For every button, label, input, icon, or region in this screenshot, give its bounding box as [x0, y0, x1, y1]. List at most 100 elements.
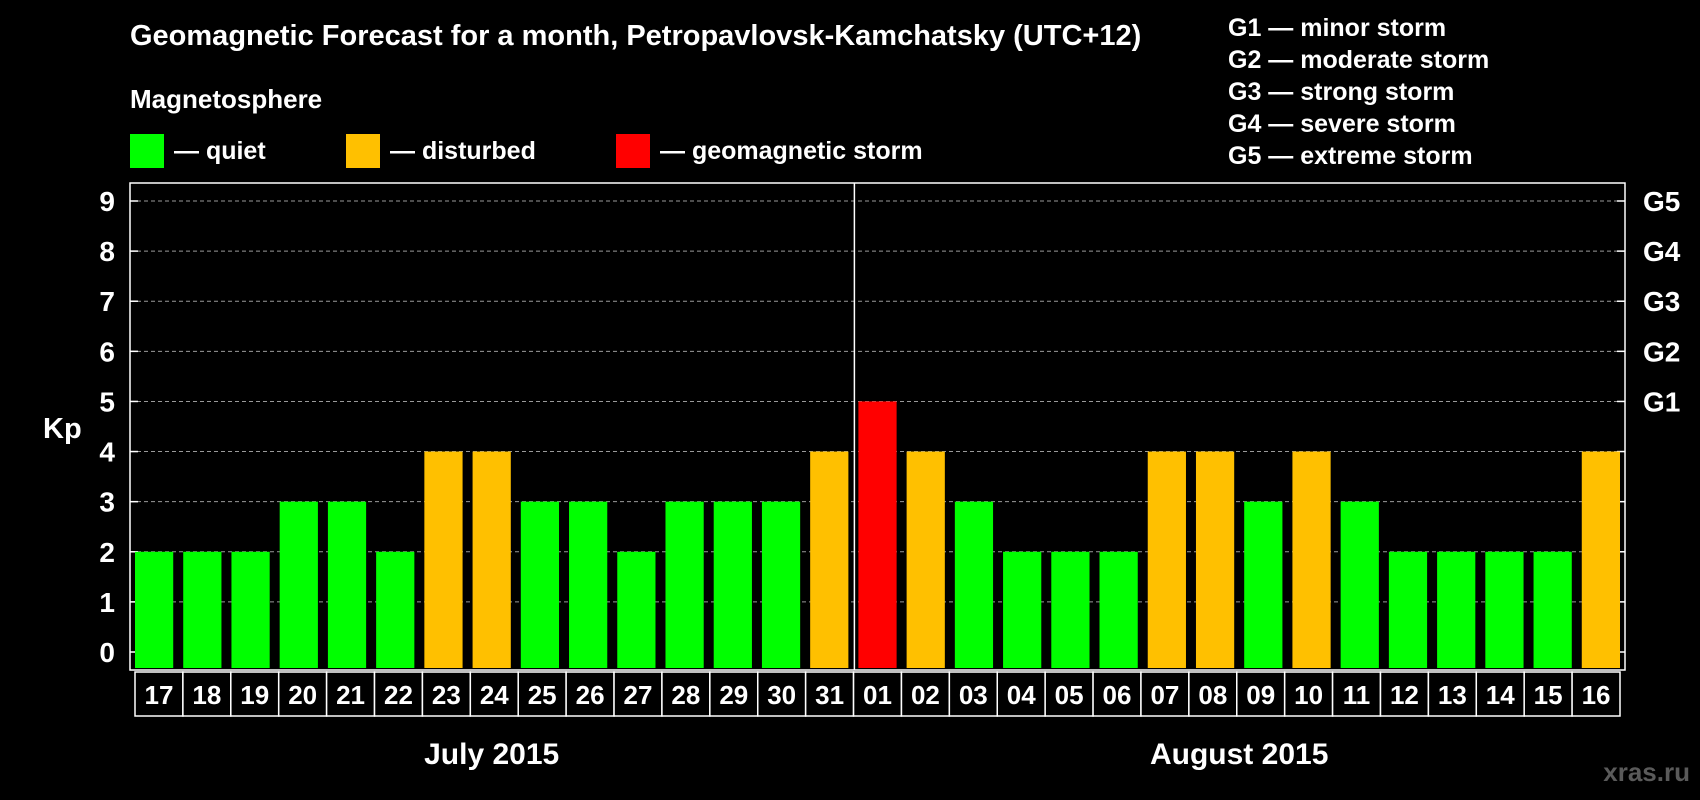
month-label: August 2015 [1150, 738, 1328, 771]
plot-frame [129, 182, 1626, 671]
date-label: 15 [1534, 680, 1563, 710]
date-label-box [1092, 671, 1142, 717]
kp-bar [858, 401, 897, 668]
storm-level-label: G2 [1643, 336, 1680, 367]
kp-bar [617, 551, 656, 668]
legend-title: Magnetosphere [130, 84, 323, 114]
kp-bar [1581, 451, 1620, 668]
date-label: 28 [671, 680, 700, 710]
legend-swatch-storm [616, 134, 650, 168]
date-label-box [900, 671, 951, 717]
kp-bar [569, 501, 608, 668]
date-label: 05 [1055, 680, 1084, 710]
kp-bar [761, 501, 801, 668]
y-tick-label: 9 [99, 186, 115, 217]
kp-bar [954, 501, 994, 668]
date-label-box [325, 671, 376, 717]
date-label-box [1571, 671, 1621, 717]
kp-bar [231, 551, 270, 668]
date-label: 27 [624, 680, 653, 710]
date-label-box [230, 671, 280, 717]
storm-scale-g1: G1 — minor storm [1228, 14, 1447, 42]
legend-item-storm: — geomagnetic storm [616, 134, 923, 168]
month-label: July 2015 [424, 738, 559, 771]
date-label: 18 [192, 680, 221, 710]
kp-bar [1437, 551, 1476, 668]
kp-bar [810, 451, 849, 668]
date-label: 13 [1438, 680, 1467, 710]
legend-label-disturbed: — disturbed [390, 136, 536, 165]
y-tick-label: 8 [99, 236, 115, 267]
y-tick-label: 1 [99, 587, 115, 618]
kp-bar [1099, 551, 1138, 668]
date-label-box [1427, 671, 1478, 717]
date-label-box [1475, 671, 1525, 717]
kp-bar [183, 551, 222, 668]
date-label-box [517, 671, 567, 717]
date-label: 16 [1582, 680, 1611, 710]
legend-item-quiet: — quiet [130, 134, 266, 168]
watermark: xras.ru [1603, 757, 1690, 787]
date-label: 25 [528, 680, 557, 710]
storm-scale-g2: G2 — moderate storm [1228, 46, 1490, 74]
y-tick-label: 7 [99, 286, 115, 317]
date-label-box [709, 671, 759, 717]
date-label: 09 [1246, 680, 1275, 710]
date-label: 04 [1007, 680, 1036, 710]
kp-bar [327, 501, 367, 668]
storm-level-label: G3 [1643, 286, 1680, 317]
kp-bar [424, 451, 463, 668]
kp-bar [135, 551, 174, 668]
storm-level-label: G5 [1643, 186, 1680, 217]
y-axis-label: Kp [43, 413, 82, 445]
kp-bar [665, 501, 704, 668]
date-label: 29 [719, 680, 748, 710]
date-label: 06 [1103, 680, 1132, 710]
date-label: 30 [767, 680, 796, 710]
legend-swatch-disturbed [346, 134, 380, 168]
date-label-box [996, 671, 1046, 717]
date-label: 02 [911, 680, 940, 710]
y-tick-label: 5 [99, 386, 115, 417]
storm-scale-list: G1 — minor storm G2 — moderate storm G3 … [1228, 12, 1489, 172]
date-label-box [804, 671, 855, 717]
kp-bar [376, 551, 415, 668]
date-label-box [565, 671, 615, 717]
date-label-box [182, 671, 232, 717]
date-label: 22 [384, 680, 413, 710]
date-label-box [421, 671, 472, 717]
date-label: 10 [1294, 680, 1323, 710]
y-tick-label: 0 [99, 637, 115, 668]
kp-bar [1003, 551, 1042, 668]
date-label-box [661, 671, 711, 717]
kp-bar [1195, 451, 1235, 668]
date-label-box [469, 671, 519, 717]
kp-bar [1051, 551, 1090, 668]
kp-bar [279, 501, 318, 668]
kp-bar [1340, 501, 1379, 668]
legend-label-quiet: — quiet [174, 136, 266, 165]
date-label: 20 [288, 680, 317, 710]
date-label: 31 [815, 680, 844, 710]
date-label: 24 [480, 680, 509, 710]
date-label-box [1140, 671, 1190, 717]
y-tick-label: 6 [99, 336, 115, 367]
legend-item-disturbed: — disturbed [346, 134, 536, 168]
kp-bar [713, 501, 752, 668]
date-label: 23 [432, 680, 461, 710]
date-label: 01 [863, 680, 892, 710]
kp-bar [520, 501, 560, 668]
kp-bar [1388, 551, 1428, 668]
kp-bar [1147, 451, 1186, 668]
kp-bar [1292, 451, 1331, 668]
date-label: 03 [959, 680, 988, 710]
date-label-box [1283, 671, 1334, 717]
date-label: 14 [1486, 680, 1515, 710]
date-label: 19 [240, 680, 269, 710]
storm-level-label: G1 [1643, 386, 1680, 417]
storm-scale-g4: G4 — severe storm [1228, 110, 1456, 138]
kp-bar [906, 451, 945, 668]
date-label: 07 [1150, 680, 1179, 710]
date-label: 26 [576, 680, 605, 710]
